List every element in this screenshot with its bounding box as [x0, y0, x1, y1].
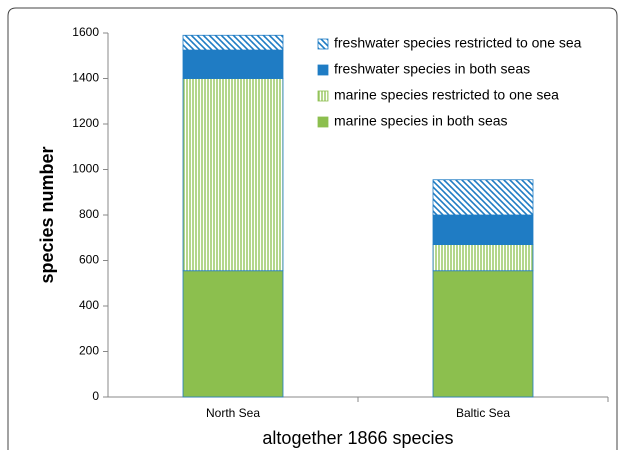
y-tick-label: 1400 — [72, 71, 99, 85]
legend-swatch — [317, 38, 329, 50]
y-tick-label: 800 — [79, 207, 99, 221]
y-tick-label: 400 — [79, 298, 99, 312]
y-tick-label: 0 — [92, 389, 99, 403]
legend-label: freshwater species restricted to one sea — [334, 35, 582, 51]
y-tick-label: 1000 — [72, 162, 99, 176]
bar-segment — [432, 244, 534, 272]
legend-label: marine species restricted to one sea — [334, 87, 559, 103]
legend-swatch — [317, 64, 329, 76]
y-tick-label: 600 — [79, 253, 99, 267]
legend-label: marine species in both seas — [334, 113, 508, 129]
bar-segment — [432, 179, 534, 216]
y-tick-label: 1600 — [72, 25, 99, 39]
legend-swatch — [317, 90, 329, 102]
legend-label: freshwater species in both seas — [334, 61, 530, 77]
y-tick-label: 1200 — [72, 116, 99, 130]
legend-swatch — [317, 116, 329, 128]
frame — [7, 7, 618, 450]
x-tick-label: North Sea — [206, 406, 260, 420]
bar-segment — [432, 270, 534, 398]
y-tick-label: 200 — [79, 344, 99, 358]
bar-segment — [182, 270, 284, 398]
bar-segment — [182, 78, 284, 272]
x-axis-label: altogether 1866 species — [262, 428, 453, 448]
bar-segment — [432, 214, 534, 245]
y-axis-label: species number — [37, 146, 57, 283]
x-tick-label: Baltic Sea — [456, 406, 510, 420]
bar-segment — [182, 34, 284, 51]
bar-segment — [182, 49, 284, 79]
